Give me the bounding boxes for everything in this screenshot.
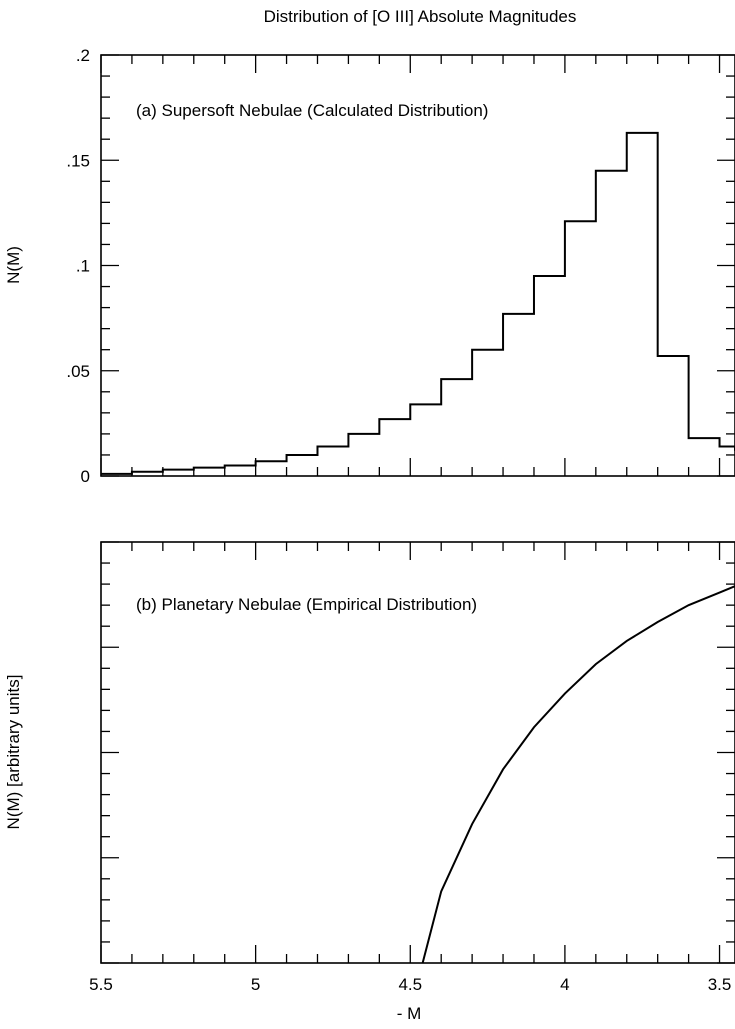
panel-b-label: (b) Planetary Nebulae (Empirical Distrib… [136, 595, 477, 614]
x-tick-label: 3.5 [708, 975, 732, 994]
y-tick-label: 0 [81, 467, 90, 486]
panel-a-ylabel: N(M) [4, 246, 23, 284]
x-tick-label: 4 [560, 975, 569, 994]
x-tick-label: 5 [251, 975, 260, 994]
y-tick-label: .15 [66, 151, 90, 170]
y-tick-label: .05 [66, 362, 90, 381]
x-tick-label: 5.5 [89, 975, 113, 994]
y-tick-label: .1 [76, 257, 90, 276]
panel-b-planetary: 5.5 5 4.5 4 3.5 (b) Planetary Nebulae (Empir… [4, 541, 735, 1023]
panel-b-ticks: 5.5 5 4.5 4 3.5 [89, 541, 735, 994]
panel-b-ylabel: N(M) [arbitrary units] [4, 675, 23, 830]
chart-title: Distribution of [O III] Absolute Magnitu… [264, 7, 577, 26]
x-tick-label: 4.5 [398, 975, 422, 994]
panel-a-label: (a) Supersoft Nebulae (Calculated Distri… [136, 101, 488, 120]
panel-a-histogram-line [101, 131, 735, 475]
panel-b-series-line [421, 585, 735, 964]
panel-b-xlabel: - M [397, 1004, 422, 1023]
panel-a-supersoft: 0 .05 .1 .15 .2 (a) Supersoft Nebulae (Calcu… [4, 46, 735, 486]
y-tick-label: .2 [76, 46, 90, 65]
panel-a-ticks: 0 .05 .1 .15 .2 [66, 46, 735, 486]
